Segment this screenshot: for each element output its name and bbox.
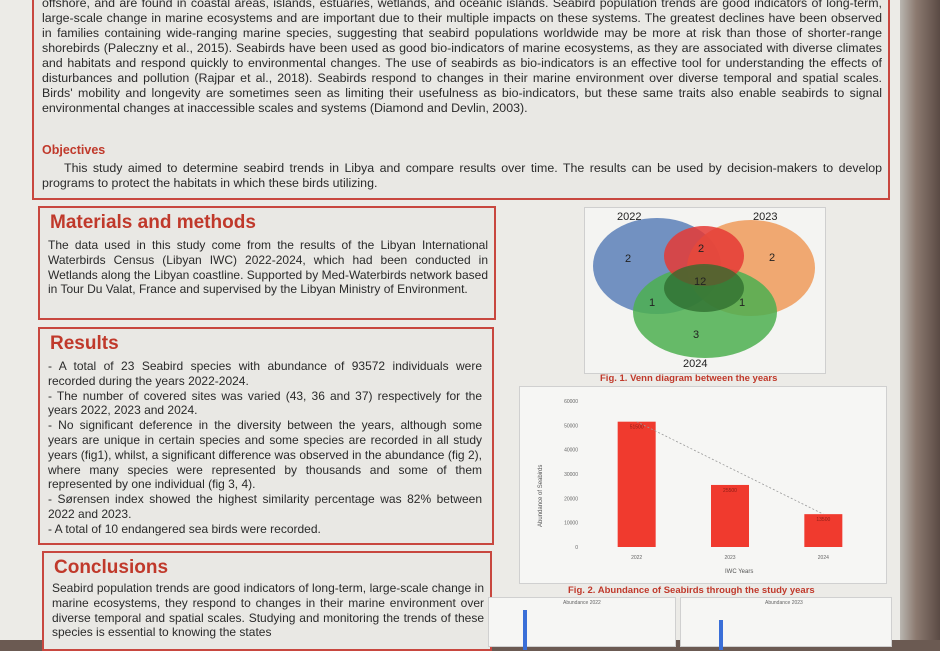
- y-tick-label: 40000: [564, 448, 578, 454]
- y-tick-label: 20000: [564, 496, 578, 502]
- trendline: [636, 421, 824, 515]
- poster: offshore, and are found in coastal areas…: [0, 0, 900, 651]
- venn-2023-2024: 1: [739, 297, 745, 309]
- methods-title: Materials and methods: [50, 212, 256, 233]
- venn-diagram: 2022 2023 2024 2 2 2 12 1 1 3: [584, 207, 826, 374]
- venn-overlap-all: [664, 264, 744, 312]
- conclusions-box: Conclusions Seabird population trends ar…: [42, 551, 492, 651]
- mini-chart-left-bar: [523, 610, 527, 650]
- abundance-chart: 0 10000 20000 30000 40000 50000 60000 51500 255…: [519, 386, 887, 584]
- bar-data-label: 25500: [723, 488, 737, 494]
- x-tick-label: 2023: [724, 555, 735, 561]
- mini-chart-left-title: Abundance 2022: [563, 600, 601, 606]
- venn-only-2024: 3: [693, 329, 699, 341]
- conclusions-text: Seabird population trends are good indic…: [52, 581, 484, 640]
- results-title: Results: [50, 333, 119, 354]
- results-item: - The number of covered sites was varied…: [48, 388, 482, 418]
- chart-caption: Fig. 2. Abundance of Seabirds through th…: [568, 585, 815, 596]
- y-tick-label: 60000: [564, 399, 578, 405]
- venn-svg: 2022 2023 2024 2 2 2 12 1 1 3: [593, 211, 815, 370]
- venn-only-2023: 2: [769, 252, 775, 264]
- background-edge: [900, 0, 940, 640]
- x-tick-label: 2022: [631, 555, 642, 561]
- introduction-text: offshore, and are found in coastal areas…: [42, 0, 882, 115]
- bar: [804, 514, 843, 547]
- methods-text: The data used in this study come from th…: [48, 238, 488, 297]
- results-item: - Sørensen index showed the highest simi…: [48, 492, 482, 521]
- venn-only-2022: 2: [625, 253, 631, 265]
- venn-all: 12: [694, 276, 706, 288]
- venn-label-2024: 2024: [683, 358, 707, 370]
- results-item: - No significant deference in the divers…: [48, 418, 482, 492]
- x-tick-label: 2024: [818, 555, 829, 561]
- introduction-box: offshore, and are found in coastal areas…: [32, 0, 890, 200]
- methods-box: Materials and methods The data used in t…: [38, 206, 496, 320]
- bar-data-label: 51500: [630, 425, 644, 431]
- y-tick-label: 10000: [564, 521, 578, 527]
- results-list: - A total of 23 Seabird species with abu…: [48, 359, 482, 537]
- y-axis-label: Abundance of Seabirds: [538, 465, 544, 527]
- conclusions-title: Conclusions: [54, 557, 169, 578]
- results-box: Results - A total of 23 Seabird species …: [38, 327, 494, 545]
- y-tick-label: 50000: [564, 423, 578, 429]
- mini-chart-right: Abundance 2023: [680, 597, 892, 650]
- mini-chart-left: Abundance 2022: [488, 597, 676, 650]
- bar-chart-svg: 0 10000 20000 30000 40000 50000 60000 51500 255…: [538, 399, 843, 575]
- objectives-title: Objectives: [42, 143, 106, 157]
- bar: [711, 484, 749, 547]
- venn-2022-2024: 1: [649, 297, 655, 309]
- venn-label-2022: 2022: [617, 211, 641, 223]
- results-item: - A total of 23 Seabird species with abu…: [48, 359, 482, 388]
- x-axis-label: IWC Years: [725, 569, 753, 575]
- results-item: - A total of 10 endangered sea birds wer…: [48, 521, 321, 536]
- venn-2022-2023: 2: [698, 243, 704, 255]
- y-tick-label: 0: [575, 545, 578, 551]
- venn-label-2023: 2023: [753, 211, 777, 223]
- mini-chart-right-title: Abundance 2023: [765, 600, 803, 606]
- venn-caption: Fig. 1. Venn diagram between the years: [600, 373, 778, 384]
- y-tick-label: 30000: [564, 472, 578, 478]
- bar-data-label: 13500: [816, 517, 830, 523]
- objectives-text: This study aimed to determine seabird tr…: [42, 161, 882, 190]
- mini-chart-right-bar: [719, 620, 723, 650]
- bar: [617, 421, 656, 547]
